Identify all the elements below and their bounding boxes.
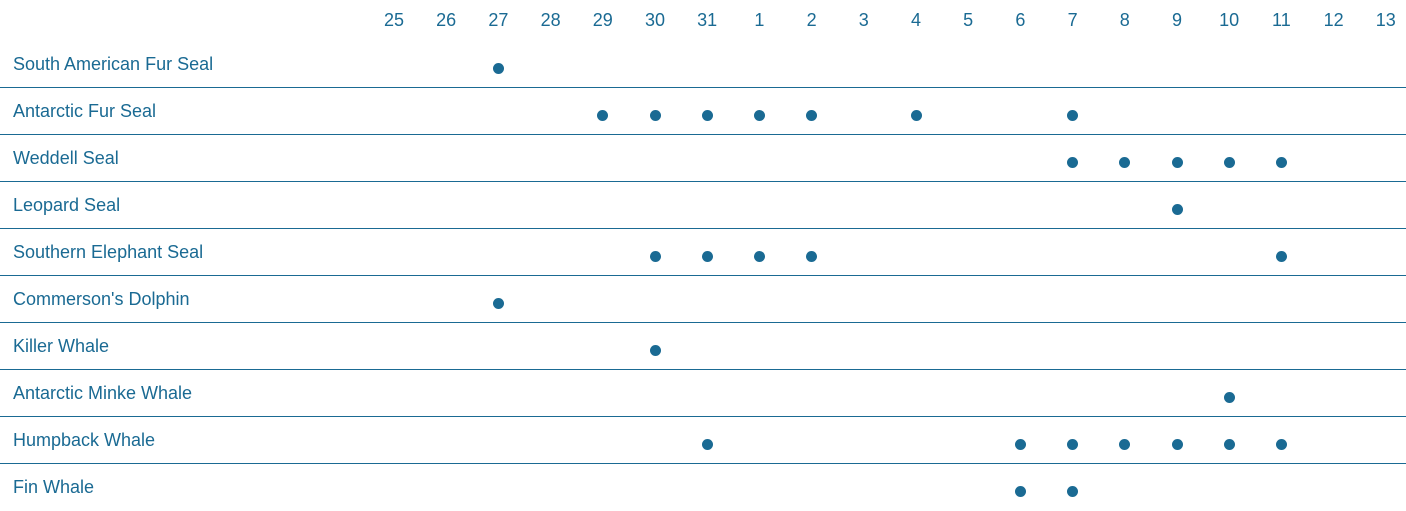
day-label: 10 [1219, 10, 1240, 30]
species-label: Leopard Seal [13, 195, 121, 215]
sighting-dot [1171, 439, 1183, 450]
sighting-dot [753, 251, 765, 262]
sighting-dot [806, 251, 818, 262]
sighting-dot [1067, 439, 1079, 450]
day-label: 29 [592, 10, 613, 30]
species-row: Killer Whale [0, 323, 1406, 370]
sighting-dot [701, 110, 713, 121]
sighting-dot [1223, 157, 1235, 168]
day-label: 27 [488, 10, 509, 30]
species-label: Fin Whale [13, 477, 95, 497]
sighting-dot [1171, 204, 1183, 215]
sighting-dot [1014, 439, 1026, 450]
day-label: 26 [436, 10, 457, 30]
day-label: 12 [1323, 10, 1344, 30]
sighting-dot [1067, 110, 1079, 121]
sighting-dot [1275, 251, 1287, 262]
row-divider [0, 228, 1406, 229]
sighting-dot [492, 63, 504, 74]
row-divider [0, 134, 1406, 135]
species-row: Weddell Seal [0, 135, 1406, 182]
species-row: Fin Whale [0, 464, 1406, 511]
sighting-dot [806, 110, 818, 121]
day-label: 4 [910, 10, 921, 30]
sighting-dot [1171, 157, 1183, 168]
species-row: Antarctic Minke Whale [0, 370, 1406, 417]
sighting-dot [1119, 439, 1131, 450]
species-row: Leopard Seal [0, 182, 1406, 229]
day-label: 13 [1375, 10, 1396, 30]
day-label: 9 [1171, 10, 1182, 30]
sighting-dot [1223, 439, 1235, 450]
sighting-dot [1014, 486, 1026, 497]
day-label: 6 [1015, 10, 1026, 30]
species-label: Killer Whale [13, 336, 110, 356]
sighting-dot [1275, 439, 1287, 450]
species-label: South American Fur Seal [13, 54, 214, 74]
day-label: 5 [963, 10, 974, 30]
sighting-dot [701, 251, 713, 262]
row-divider [0, 322, 1406, 323]
sighting-dot [1223, 392, 1235, 403]
day-label: 1 [754, 10, 765, 30]
row-divider [0, 369, 1406, 370]
day-label: 3 [858, 10, 869, 30]
species-label: Antarctic Minke Whale [13, 383, 193, 403]
species-label: Humpback Whale [13, 430, 156, 450]
sighting-dot [649, 345, 661, 356]
day-label: 2 [806, 10, 817, 30]
species-row: Antarctic Fur Seal [0, 88, 1406, 135]
sighting-dot [649, 110, 661, 121]
sighting-dot [1067, 486, 1079, 497]
species-row: Southern Elephant Seal [0, 229, 1406, 276]
sighting-dot [1119, 157, 1131, 168]
day-label: 31 [697, 10, 718, 30]
row-divider [0, 275, 1406, 276]
sighting-dot [753, 110, 765, 121]
day-label: 7 [1067, 10, 1078, 30]
row-divider [0, 463, 1406, 464]
sighting-dot [492, 298, 504, 309]
row-divider [0, 416, 1406, 417]
day-label: 30 [644, 10, 666, 30]
sighting-dot [597, 110, 609, 121]
day-label: 11 [1272, 10, 1291, 30]
row-divider [0, 181, 1406, 182]
species-row: South American Fur Seal [0, 41, 1406, 88]
sighting-dot [649, 251, 661, 262]
sighting-dot [1275, 157, 1287, 168]
day-label: 8 [1119, 10, 1130, 30]
species-row: Humpback Whale [0, 417, 1406, 464]
species-row: Commerson's Dolphin [0, 276, 1406, 323]
sighting-dot [1067, 157, 1079, 168]
row-divider [0, 87, 1406, 88]
day-label: 25 [383, 10, 405, 30]
species-label: Commerson's Dolphin [13, 289, 190, 309]
species-label: Southern Elephant Seal [13, 242, 204, 262]
sighting-dot [701, 439, 713, 450]
day-label: 28 [540, 10, 561, 30]
sighting-dot [910, 110, 922, 121]
species-label: Weddell Seal [13, 148, 119, 168]
species-label: Antarctic Fur Seal [13, 101, 157, 121]
